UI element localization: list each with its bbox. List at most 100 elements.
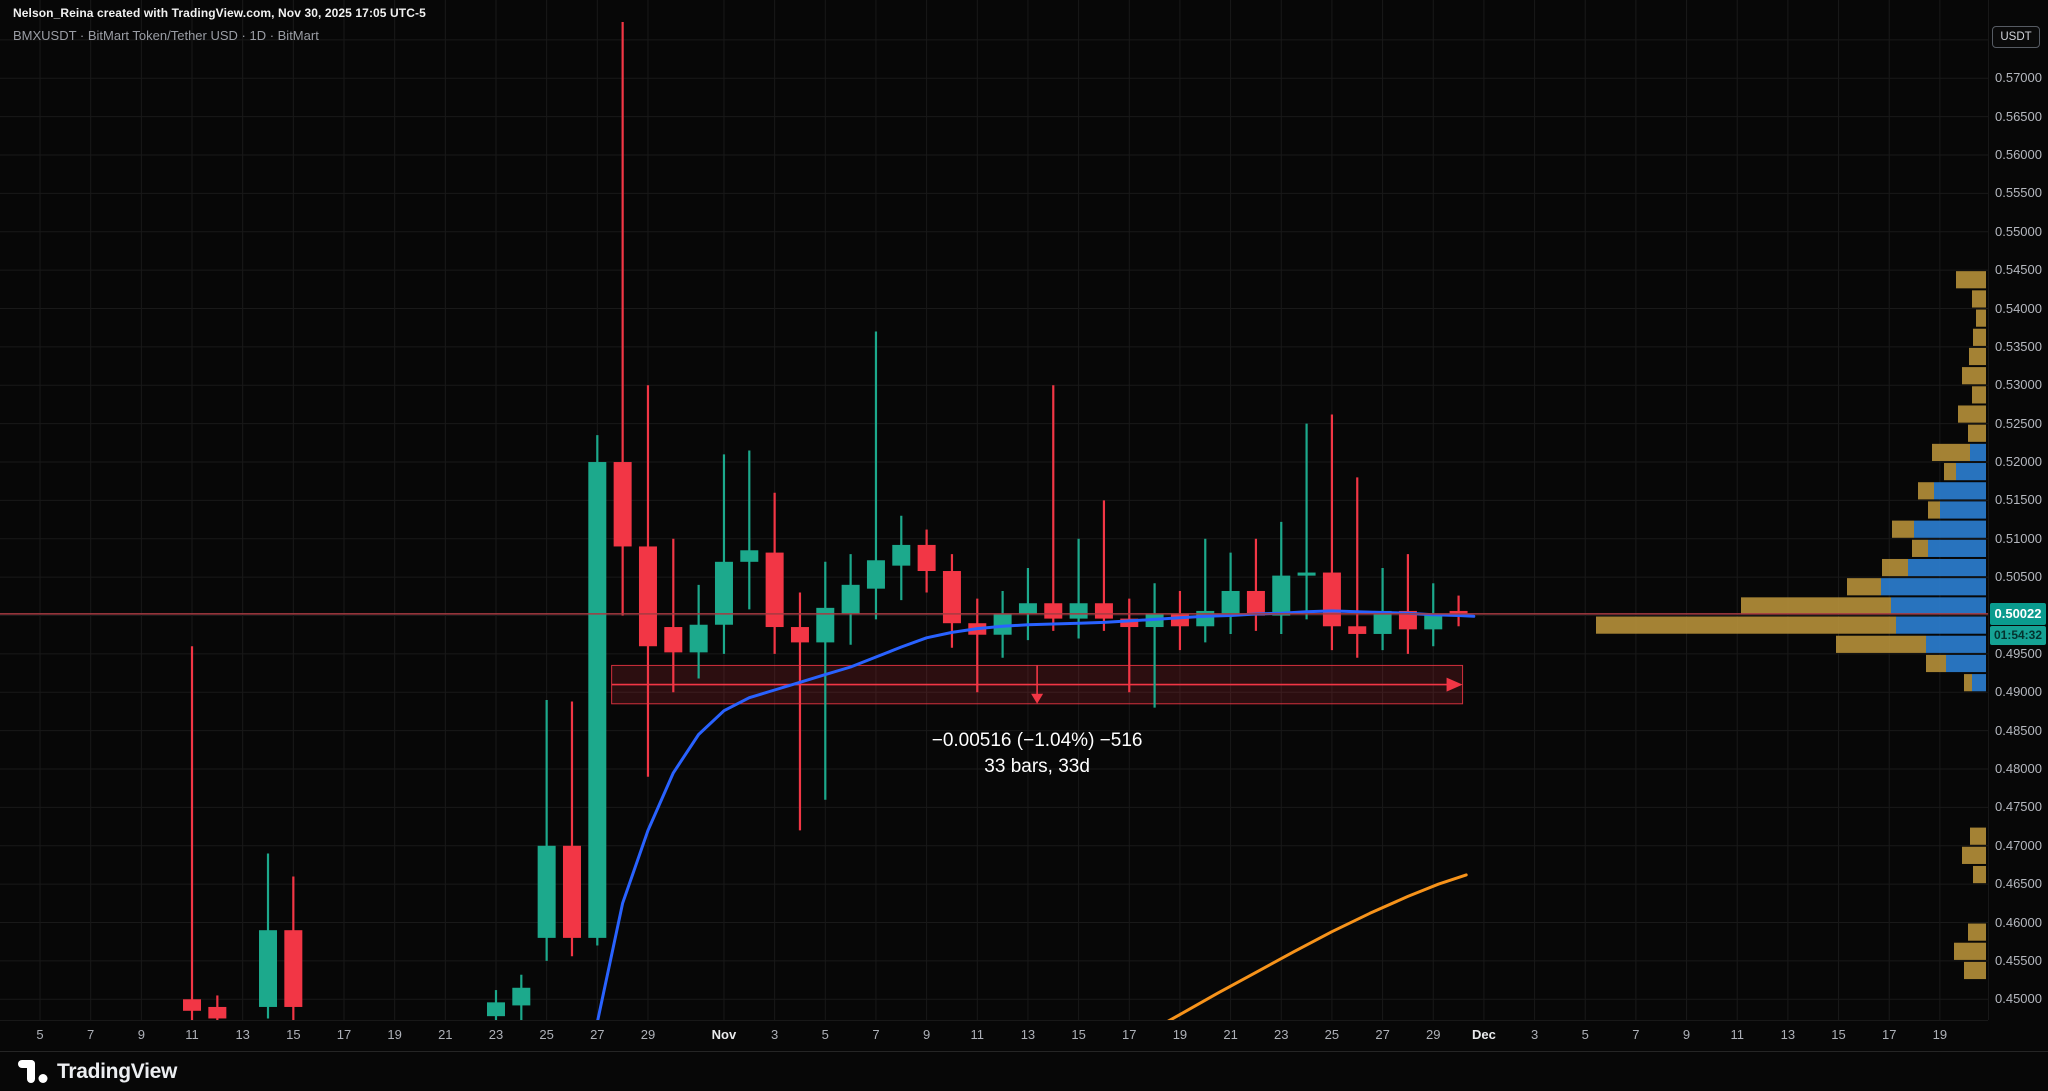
volume-profile-row-yellow (1972, 386, 1986, 404)
candle-body (740, 550, 759, 562)
attribution-text: Nelson_Reina created with TradingView.co… (13, 6, 426, 20)
time-tick-label: Nov (711, 1027, 737, 1042)
volume-profile-row-yellow (1926, 654, 1946, 673)
time-tick-label: 25 (1324, 1027, 1340, 1042)
time-tick-label: 23 (488, 1027, 504, 1042)
price-tick-label: 0.45500 (1995, 952, 2042, 968)
volume-profile-row-blue (1928, 539, 1986, 557)
candle-body (714, 561, 733, 625)
time-tick-label: 11 (185, 1027, 199, 1042)
candle-body (765, 552, 784, 628)
ma-orange-line[interactable] (1150, 873, 1468, 1020)
time-tick-label: 11 (970, 1027, 985, 1042)
candle-body (1246, 590, 1265, 616)
time-tick-label: 19 (1932, 1027, 1948, 1042)
price-tick-label: 0.50500 (1995, 569, 2042, 585)
tradingview-logo-icon (18, 1060, 48, 1083)
candle-body (1120, 618, 1139, 628)
candle-body (1373, 610, 1392, 634)
volume-profile-row-yellow (1973, 865, 1986, 884)
price-tick-label: 0.53000 (1995, 377, 2042, 393)
volume-profile-row-yellow (1836, 635, 1926, 653)
candle-body (1221, 590, 1240, 614)
volume-profile-row-blue (1934, 482, 1986, 500)
price-tick-label: 0.48000 (1995, 761, 2042, 777)
volume-profile-row-yellow (1954, 942, 1986, 960)
candle-body (1297, 572, 1316, 576)
time-tick-label: 27 (1375, 1027, 1390, 1042)
volume-profile-row-blue (1956, 463, 1986, 481)
price-tick-label: 0.52000 (1995, 454, 2042, 470)
candle-body (259, 930, 278, 1007)
time-tick-label: 13 (1780, 1027, 1796, 1042)
measure-arrowhead-down (1031, 693, 1044, 704)
last-price-value: 0.50022 (1990, 602, 2046, 625)
price-tick-label: 0.54000 (1995, 300, 2042, 316)
time-tick-label: 5 (36, 1027, 44, 1042)
candle-body (588, 462, 607, 938)
time-tick-label: 17 (1122, 1027, 1137, 1042)
time-tick-label: 25 (539, 1027, 554, 1042)
time-tick-label: 3 (1530, 1027, 1539, 1042)
footer-bar: TradingView (0, 1051, 2048, 1091)
price-tick-label: 0.49500 (1995, 645, 2042, 661)
volume-profile-row-yellow (1962, 846, 1986, 864)
candle-body (1398, 610, 1417, 630)
candle-body (942, 571, 961, 624)
candle-body (1069, 603, 1088, 619)
volume-profile-row-blue (1891, 597, 1986, 615)
time-tick-label: 5 (1581, 1027, 1589, 1042)
time-tick-label: 15 (1071, 1027, 1086, 1042)
volume-profile-row-yellow (1958, 405, 1986, 423)
time-tick-label: 23 (1274, 1027, 1289, 1042)
time-tick-label: 9 (1682, 1027, 1691, 1042)
time-axis[interactable]: 5 7 9 11 13 15 17 19 21 23 25 27 29 Nov 3 5 7 9 11 13 15 17 19… (0, 1020, 1988, 1051)
candle-body (1094, 603, 1113, 619)
volume-profile-row-yellow (1944, 463, 1956, 481)
time-tick-label: 17 (1881, 1027, 1897, 1042)
volume-profile-row-yellow (1912, 539, 1928, 557)
volume-profile-row-yellow (1976, 309, 1986, 327)
candle-body (537, 845, 556, 938)
time-tick-label: 13 (235, 1027, 250, 1042)
volume-profile-row-yellow (1932, 443, 1970, 462)
candle-body (790, 627, 809, 643)
volume-profile-row-blue (1914, 520, 1986, 538)
volume-profile-row-yellow (1964, 961, 1986, 980)
price-tick-label: 0.53500 (1995, 338, 2042, 354)
volume-profile-row-yellow (1892, 520, 1914, 538)
measure-label-change: −0.00516 (−1.04%) −516 (932, 730, 1143, 751)
price-tick-label: 0.51500 (1995, 492, 2042, 508)
candle-body (664, 627, 683, 653)
volume-profile-row-yellow (1968, 923, 1986, 941)
candle-body (1044, 603, 1063, 619)
measure-tool[interactable]: −0.00516 (−1.04%) −516 33 bars, 33d (611, 664, 1464, 777)
price-tick-label: 0.49000 (1995, 684, 2042, 700)
time-tick-label: 5 (821, 1027, 829, 1042)
time-tick-label: 21 (438, 1027, 453, 1042)
candle-body (208, 1006, 227, 1019)
volume-profile-row-blue (1940, 501, 1986, 519)
candle-body (638, 546, 657, 647)
candle-body (993, 613, 1012, 635)
time-tick-label: 29 (1426, 1027, 1441, 1042)
measure-label-bars: 33 bars, 33d (984, 756, 1090, 777)
volume-profile-row-yellow (1882, 558, 1908, 577)
candle-body (562, 845, 581, 938)
time-tick-label: 15 (1831, 1027, 1846, 1042)
volume-profile-row-blue (1881, 578, 1986, 596)
ma-blue-line[interactable] (587, 609, 1476, 1020)
price-axis[interactable]: 0.50022 01:54:32 0.45000 0.45500 0.46000 0.… (1988, 0, 2048, 1020)
currency-toggle-button[interactable]: USDT (1992, 26, 2040, 48)
volume-profile-row-yellow (1968, 424, 1986, 442)
price-tick-label: 0.46000 (1995, 914, 2042, 930)
price-chart-canvas[interactable]: −0.00516 (−1.04%) −516 33 bars, 33d (0, 0, 1988, 1020)
time-tick-label: Dec (1471, 1027, 1496, 1042)
symbol-description: BMXUSDT · BitMart Token/Tether USD · 1D … (13, 28, 319, 43)
bar-close-countdown: 01:54:32 (1990, 625, 2046, 645)
time-tick-label: 21 (1223, 1027, 1238, 1042)
volume-profile-row-yellow (1969, 347, 1986, 366)
candle-body (1018, 603, 1037, 614)
price-tick-label: 0.46500 (1995, 876, 2042, 892)
tradingview-logo[interactable]: TradingView (18, 1058, 177, 1085)
